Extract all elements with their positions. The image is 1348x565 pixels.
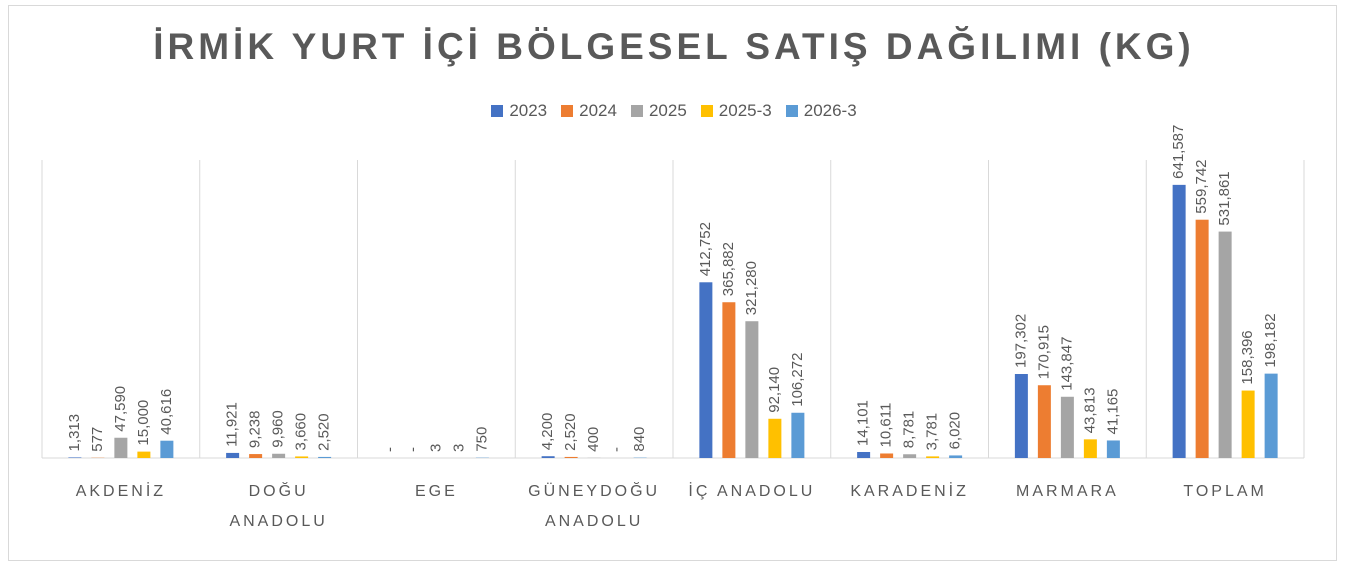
bar xyxy=(295,456,309,458)
data-label: 4,200 xyxy=(539,413,556,451)
data-label: 158,396 xyxy=(1239,330,1256,384)
bar xyxy=(1060,396,1074,458)
data-label: 400 xyxy=(585,427,602,452)
bar xyxy=(768,418,782,458)
data-label: 143,847 xyxy=(1058,337,1075,391)
bar xyxy=(1195,219,1209,458)
data-label: 6,020 xyxy=(947,412,964,450)
data-label: 40,616 xyxy=(158,389,175,435)
data-label: 15,000 xyxy=(135,400,152,446)
bar xyxy=(791,412,805,458)
data-label: 8,781 xyxy=(901,411,918,449)
legend-item: 2024 xyxy=(561,101,617,121)
x-tick-label: AKDENİZ xyxy=(75,483,167,500)
data-label: 641,587 xyxy=(1170,125,1187,179)
bar xyxy=(1241,390,1255,458)
bar xyxy=(272,453,286,458)
bar xyxy=(699,282,713,458)
legend-item: 2025-3 xyxy=(700,101,772,121)
x-tick-label: KARADENİZ xyxy=(850,483,969,500)
bar xyxy=(722,302,736,458)
legend: 2023 2024 2025 2025-3 2026-3 xyxy=(0,101,1348,121)
legend-label: 2025-3 xyxy=(718,101,772,120)
data-label: 47,590 xyxy=(112,386,129,432)
legend-item: 2026-3 xyxy=(785,101,857,121)
bar xyxy=(114,437,128,458)
bar xyxy=(1218,231,1232,458)
data-label: 10,611 xyxy=(878,403,895,448)
bar xyxy=(1083,439,1097,458)
bar xyxy=(1014,374,1028,458)
chart-title: İRMİK YURT İÇİ BÖLGESEL SATIŞ DAĞILIMI (… xyxy=(153,26,1195,67)
data-label: 3,781 xyxy=(924,413,941,451)
x-tick-label: İÇ ANADOLU xyxy=(688,483,816,500)
legend-item: 2025 xyxy=(630,101,687,121)
data-label: 3,660 xyxy=(293,413,310,451)
legend-label: 2023 xyxy=(509,101,548,120)
x-tick-label: GÜNEYDOĞU ANADOLU xyxy=(528,483,661,530)
legend-item: 2023 xyxy=(491,101,547,121)
data-label: 365,882 xyxy=(720,242,737,296)
bar xyxy=(137,451,151,458)
data-label: 321,280 xyxy=(743,261,760,315)
data-label: - xyxy=(404,447,421,452)
bar xyxy=(318,456,332,458)
data-label: 3 xyxy=(450,444,467,452)
data-label: 170,915 xyxy=(1035,325,1052,379)
bar xyxy=(541,456,555,458)
data-label: 9,960 xyxy=(270,410,287,448)
data-label: 3 xyxy=(427,444,444,452)
x-tick-label: MARMARA xyxy=(1015,483,1119,500)
data-label: 577 xyxy=(89,427,106,452)
x-tick-label: EGE xyxy=(414,483,458,500)
data-label: 559,742 xyxy=(1193,159,1210,213)
bar xyxy=(68,457,82,458)
legend-label: 2026-3 xyxy=(803,101,857,120)
bar xyxy=(1172,184,1186,458)
data-label: 197,302 xyxy=(1012,314,1029,368)
data-label: 14,101 xyxy=(855,400,872,446)
bar xyxy=(903,454,917,458)
data-label: 2,520 xyxy=(316,413,333,451)
legend-swatch xyxy=(491,105,504,117)
data-label: 1,313 xyxy=(66,414,83,452)
data-label: 43,813 xyxy=(1081,387,1098,433)
legend-swatch xyxy=(700,105,713,117)
data-label: 750 xyxy=(473,427,490,452)
legend-swatch xyxy=(561,105,574,117)
data-label: - xyxy=(608,447,625,452)
x-tick-label: TOPLAM xyxy=(1183,483,1267,500)
data-label: 531,861 xyxy=(1216,171,1233,225)
bar xyxy=(949,455,963,458)
bar xyxy=(857,451,871,458)
data-label: 106,272 xyxy=(789,353,806,407)
bar xyxy=(249,454,263,458)
legend-label: 2025 xyxy=(648,101,687,120)
bar xyxy=(564,456,578,458)
data-label: 2,520 xyxy=(562,413,579,451)
data-label: 412,752 xyxy=(697,222,714,276)
legend-swatch xyxy=(785,105,798,117)
bar xyxy=(1037,385,1051,458)
legend-label: 2024 xyxy=(579,101,617,120)
data-label: 840 xyxy=(631,427,648,452)
bar xyxy=(745,321,759,458)
legend-swatch xyxy=(630,105,643,117)
bar xyxy=(226,452,240,458)
data-label: 11,921 xyxy=(224,402,241,447)
data-label: 198,182 xyxy=(1262,313,1279,367)
bar xyxy=(1106,440,1120,458)
data-label: - xyxy=(381,447,398,452)
data-label: 41,165 xyxy=(1104,389,1121,435)
bar xyxy=(926,456,940,458)
chart-frame xyxy=(8,5,1337,561)
x-tick-label: DOĞU ANADOLU xyxy=(229,483,328,530)
bar xyxy=(1264,373,1278,458)
bar xyxy=(880,453,894,458)
bar xyxy=(160,440,174,458)
data-label: 9,238 xyxy=(247,411,264,449)
data-label: 92,140 xyxy=(766,367,783,413)
